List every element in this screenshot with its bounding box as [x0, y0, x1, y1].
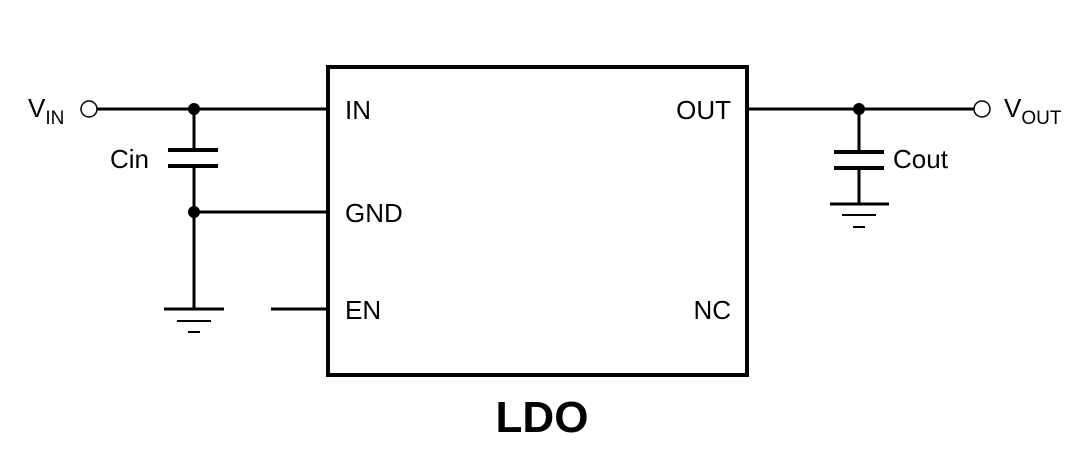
vout-label: VOUT [1004, 93, 1062, 129]
ldo-title: LDO [496, 393, 589, 442]
ground-symbol-right [830, 202, 889, 228]
vin-terminal-circle [80, 100, 98, 118]
pin-nc-label: NC [693, 295, 731, 325]
vin-terminal: VIN [28, 93, 98, 129]
cout-capacitor: Cout [834, 109, 949, 204]
vout-terminal-circle [973, 100, 991, 118]
pin-in-label: IN [345, 95, 371, 125]
pin-en-label: EN [345, 295, 381, 325]
cin-label: Cin [110, 144, 149, 174]
vout-label-main: V [1004, 93, 1022, 123]
ground-symbol-left [164, 307, 224, 333]
vout-terminal: VOUT [973, 93, 1062, 129]
vin-label-main: V [28, 93, 46, 123]
pin-out-label: OUT [676, 95, 731, 125]
cin-capacitor: Cin [110, 109, 218, 212]
pin-gnd-label: GND [345, 198, 403, 228]
vin-label-sub: IN [45, 108, 64, 129]
vin-label: VIN [28, 93, 64, 129]
ldo-package-box [326, 65, 749, 377]
vout-label-sub: OUT [1021, 108, 1062, 129]
cout-label: Cout [893, 144, 949, 174]
